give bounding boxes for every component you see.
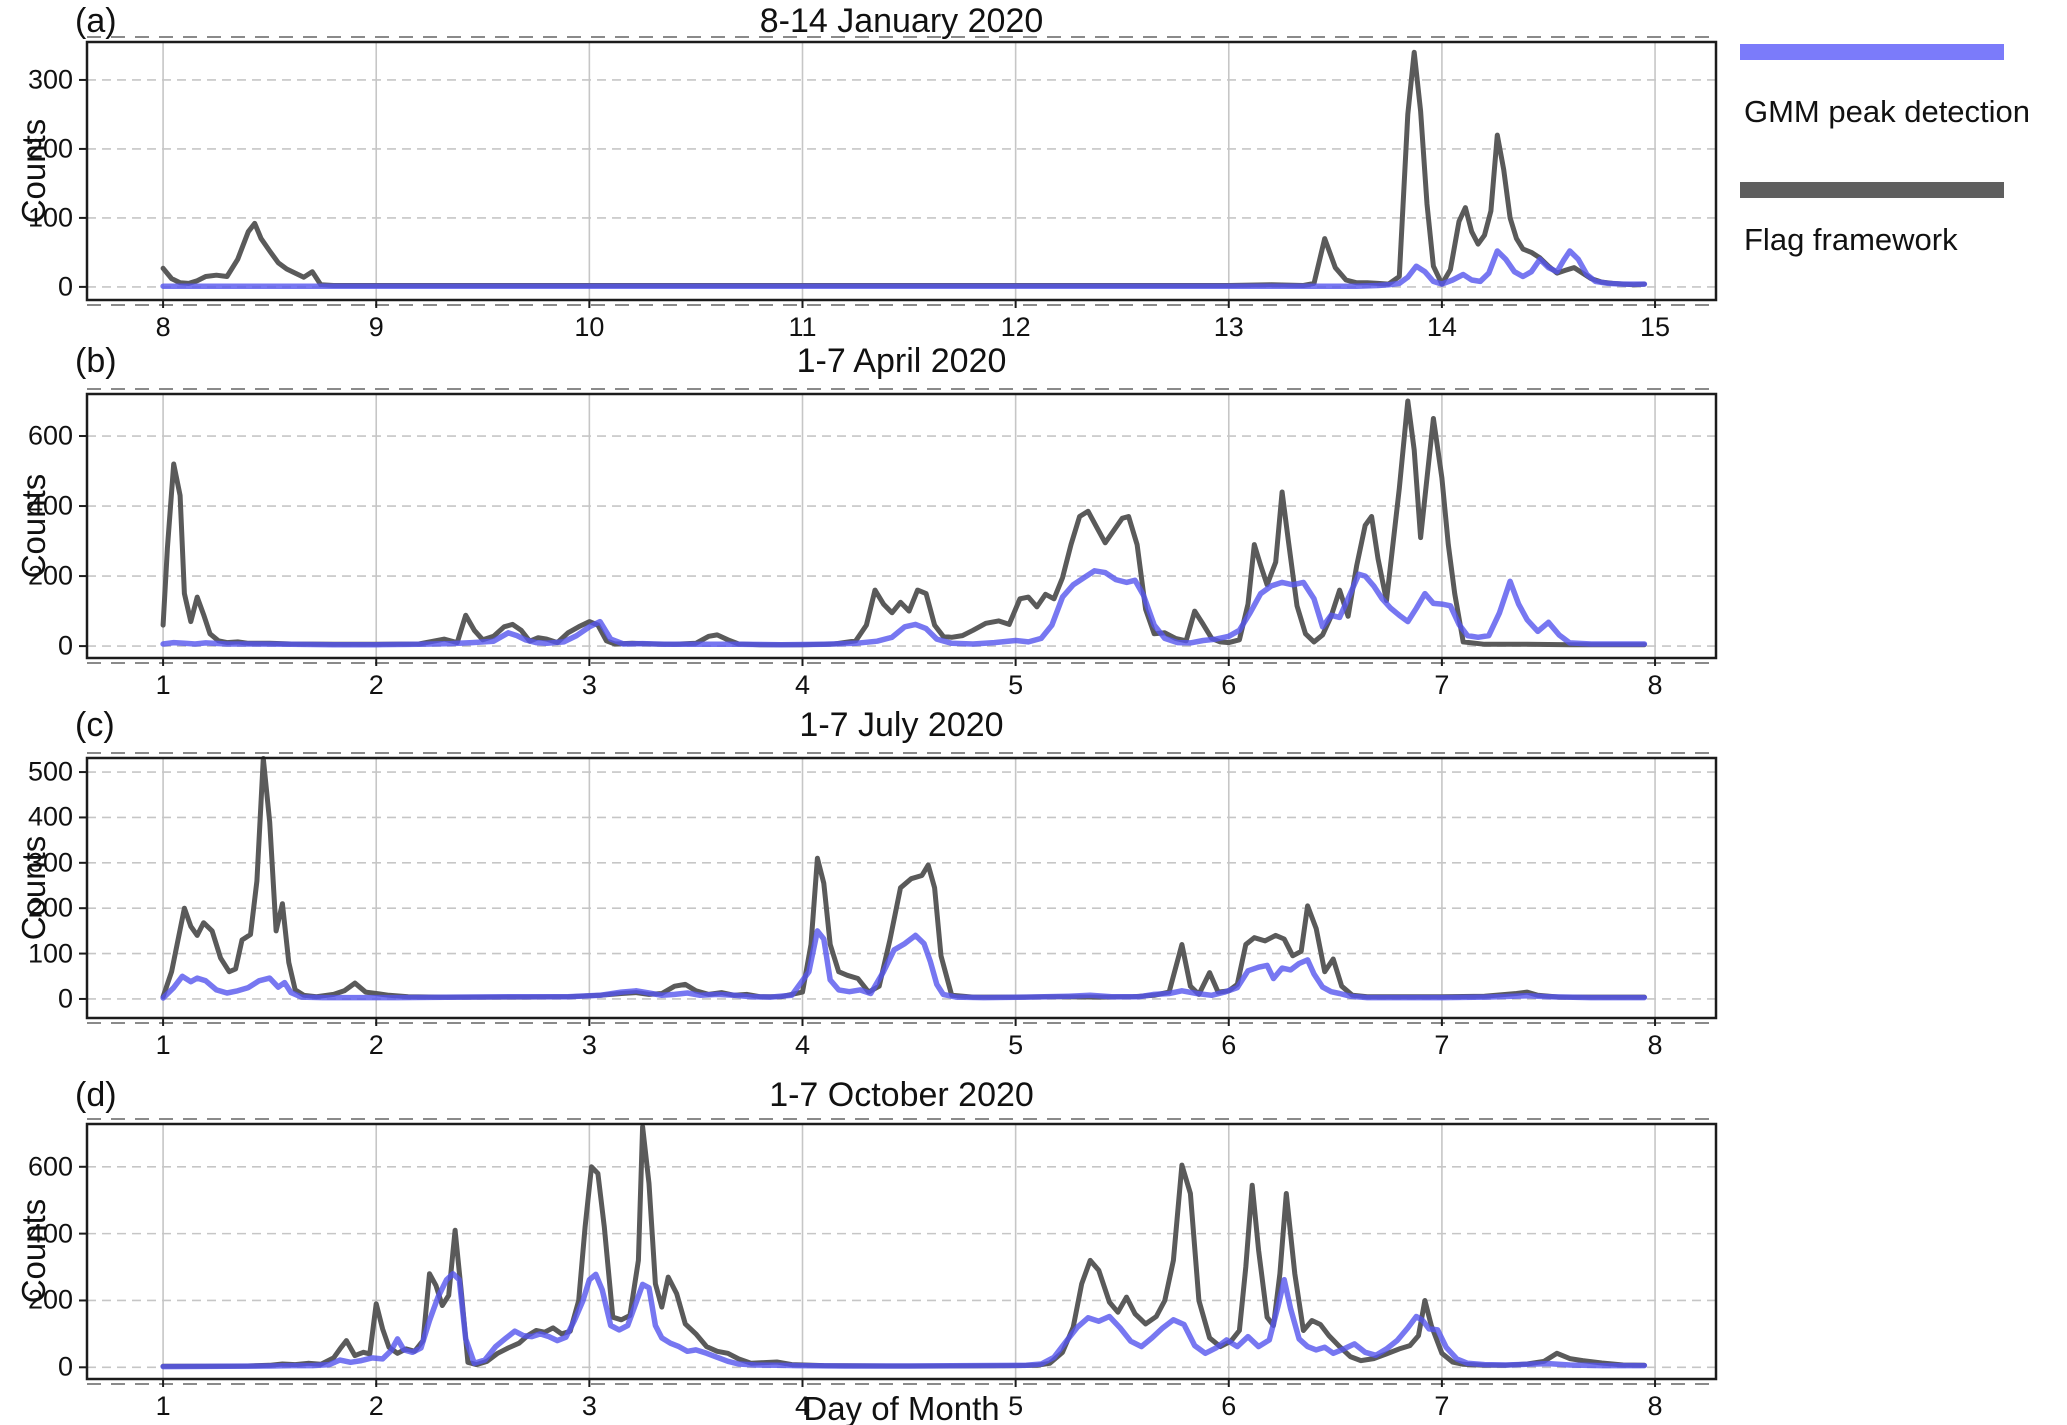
panel-b-plot bbox=[79, 388, 1718, 666]
x-tick-label: 5 bbox=[1008, 1391, 1024, 1421]
x-tick-label: 3 bbox=[581, 670, 597, 700]
y-tick-label: 0 bbox=[57, 1351, 73, 1382]
x-tick-label: 7 bbox=[1434, 1030, 1450, 1060]
panel-label-c: (c) bbox=[75, 706, 115, 744]
panel-label-a: (a) bbox=[75, 2, 117, 40]
x-tick-label: 8 bbox=[1647, 1030, 1663, 1060]
panel-title-d: 1-7 October 2020 bbox=[769, 1076, 1034, 1114]
x-tick-label: 2 bbox=[368, 1030, 384, 1060]
x-axis-title: Day of Month bbox=[803, 1390, 1000, 1425]
x-tick-label: 1 bbox=[155, 1391, 171, 1421]
y-tick-label: 100 bbox=[27, 202, 73, 233]
x-tick-label: 14 bbox=[1426, 312, 1457, 342]
y-tick-label: 0 bbox=[57, 271, 73, 302]
x-tick-label: 4 bbox=[794, 1030, 810, 1060]
x-tick-label: 6 bbox=[1221, 670, 1237, 700]
x-tick-label: 8 bbox=[1647, 1391, 1663, 1421]
gmm-peak-detection-line bbox=[160, 1270, 1648, 1370]
panel-d-plot bbox=[79, 1118, 1718, 1387]
legend-swatch-flag bbox=[1740, 182, 2004, 198]
x-tick-label: 3 bbox=[581, 1030, 597, 1060]
x-tick-label: 11 bbox=[788, 312, 817, 342]
x-tick-label: 8 bbox=[155, 312, 171, 342]
legend-swatch-gmm bbox=[1740, 44, 2004, 60]
plot-frame bbox=[85, 392, 1718, 660]
y-tick-label: 300 bbox=[27, 64, 73, 95]
flag-framework-line bbox=[160, 398, 1647, 648]
panel-label-b: (b) bbox=[75, 342, 117, 380]
flag-framework-line bbox=[160, 1124, 1647, 1369]
plot-frame bbox=[85, 40, 1718, 302]
x-tick-label: 2 bbox=[368, 670, 384, 700]
gmm-peak-detection-line bbox=[160, 248, 1648, 289]
panel-c-plot bbox=[79, 752, 1718, 1026]
x-tick-label: 9 bbox=[368, 312, 384, 342]
x-tick-label: 4 bbox=[794, 1391, 810, 1421]
y-tick-label: 200 bbox=[27, 133, 73, 164]
y-tick-label: 0 bbox=[57, 630, 73, 661]
x-tick-label: 12 bbox=[1000, 312, 1031, 342]
x-tick-label: 5 bbox=[1008, 670, 1024, 700]
y-tick-label: 100 bbox=[27, 938, 73, 969]
panel-title-b: 1-7 April 2020 bbox=[796, 342, 1007, 380]
y-tick-label: 300 bbox=[27, 847, 73, 878]
flag-framework-line bbox=[160, 756, 1647, 1000]
x-tick-label: 2 bbox=[368, 1391, 384, 1421]
gmm-peak-detection-line bbox=[160, 928, 1648, 1001]
legend-label-flag: Flag framework bbox=[1744, 222, 1958, 257]
x-tick-label: 10 bbox=[574, 312, 605, 342]
x-tick-label: 7 bbox=[1434, 1391, 1450, 1421]
x-tick-label: 8 bbox=[1647, 670, 1663, 700]
y-tick-label: 400 bbox=[27, 1218, 73, 1249]
x-tick-label: 1 bbox=[155, 670, 171, 700]
y-tick-label: 200 bbox=[27, 560, 73, 591]
panel-a-plot bbox=[79, 36, 1718, 308]
y-tick-label: 500 bbox=[27, 756, 73, 787]
plot-frame bbox=[85, 756, 1718, 1020]
gmm-peak-detection-line bbox=[160, 568, 1648, 648]
x-tick-label: 3 bbox=[581, 1391, 597, 1421]
x-tick-label: 6 bbox=[1221, 1391, 1237, 1421]
y-tick-label: 400 bbox=[27, 490, 73, 521]
flag-framework-line bbox=[160, 49, 1647, 288]
y-tick-label: 200 bbox=[27, 1284, 73, 1315]
y-tick-label: 400 bbox=[27, 801, 73, 832]
panel-label-d: (d) bbox=[75, 1076, 117, 1114]
x-tick-label: 7 bbox=[1434, 670, 1450, 700]
x-tick-label: 13 bbox=[1213, 312, 1244, 342]
x-tick-label: 15 bbox=[1640, 312, 1671, 342]
panel-title-c: 1-7 July 2020 bbox=[799, 706, 1004, 744]
y-tick-label: 600 bbox=[27, 420, 73, 451]
x-tick-label: 5 bbox=[1008, 1030, 1024, 1060]
x-tick-label: 6 bbox=[1221, 1030, 1237, 1060]
y-tick-label: 200 bbox=[27, 892, 73, 923]
x-tick-label: 4 bbox=[794, 670, 810, 700]
panel-title-a: 8-14 January 2020 bbox=[759, 2, 1044, 40]
x-tick-label: 1 bbox=[155, 1030, 171, 1060]
legend-label-gmm: GMM peak detection bbox=[1744, 94, 2031, 129]
plot-frame bbox=[85, 1122, 1718, 1381]
y-tick-label: 600 bbox=[27, 1151, 73, 1182]
y-tick-label: 0 bbox=[57, 983, 73, 1014]
